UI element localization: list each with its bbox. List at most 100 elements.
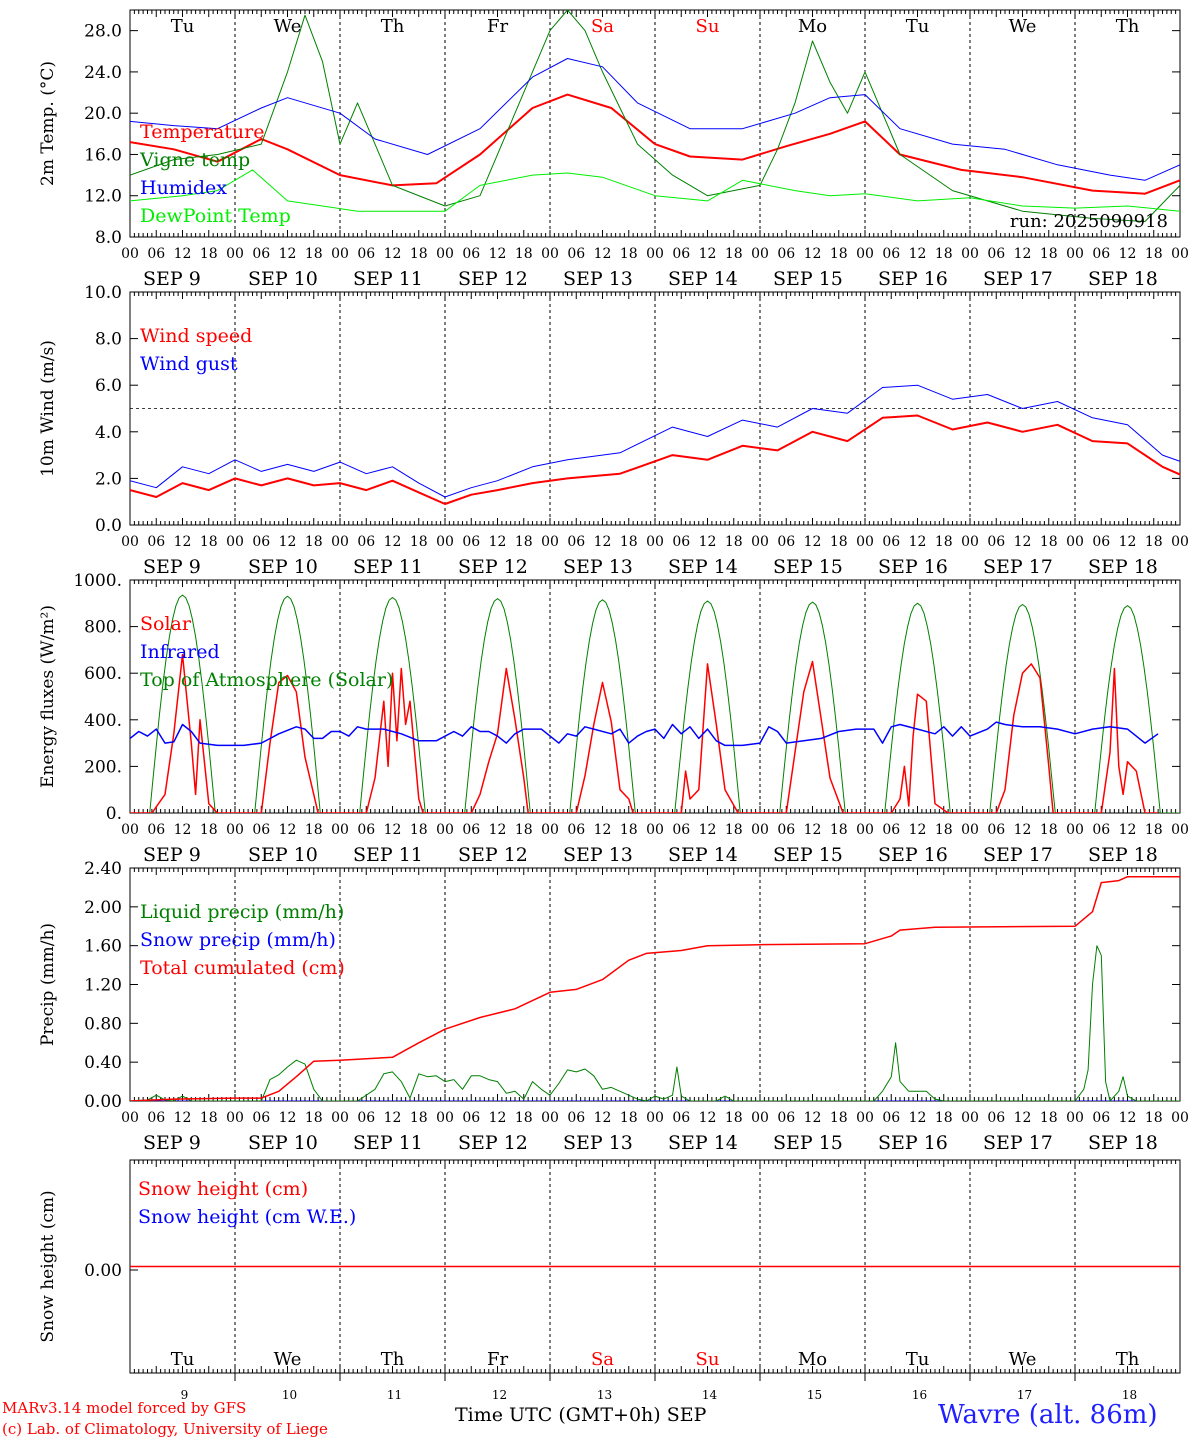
hour-label: 06: [777, 822, 795, 838]
hour-label: 18: [305, 1110, 323, 1126]
weekday-label: Th: [1116, 1349, 1140, 1370]
legend-entry: Wind gust: [140, 353, 238, 375]
hour-label: 06: [882, 246, 900, 262]
series-line-wind-speed: [130, 414, 1180, 505]
day-number-label: 10: [282, 1388, 297, 1402]
hour-label: 00: [646, 534, 664, 550]
date-label: SEP 12: [458, 556, 528, 578]
date-label: SEP 13: [563, 268, 633, 290]
day-number-label: 13: [597, 1388, 612, 1402]
hour-label: 00: [856, 822, 874, 838]
y-tick-label: 800.: [84, 618, 122, 638]
hour-label: 12: [804, 534, 822, 550]
y-axis-label: Precip (mm/h): [38, 923, 58, 1046]
date-label: SEP 18: [1088, 556, 1158, 578]
hour-label: 00: [646, 246, 664, 262]
y-tick-label: 12.0: [84, 187, 122, 207]
hour-label: 00: [541, 822, 559, 838]
weekday-label: Th: [381, 16, 405, 37]
hour-label: 06: [147, 534, 165, 550]
y-tick-label: 1.60: [84, 937, 122, 957]
hour-label: 18: [620, 534, 638, 550]
legend-entry: Wind speed: [140, 325, 252, 347]
y-tick-label: 6.0: [95, 376, 122, 396]
date-label: SEP 15: [773, 1132, 843, 1154]
hour-label: 12: [909, 246, 927, 262]
day-number-label: 17: [1017, 1388, 1032, 1402]
hour-label: 00: [226, 246, 244, 262]
y-tick-label: 600.: [84, 664, 122, 684]
date-label: SEP 16: [878, 844, 948, 866]
hour-label: 12: [909, 1110, 927, 1126]
legend-entry: Snow precip (mm/h): [140, 929, 336, 951]
hour-label: 00: [436, 534, 454, 550]
hour-label: 12: [594, 534, 612, 550]
date-label: SEP 13: [563, 556, 633, 578]
hour-label: 00: [751, 246, 769, 262]
series-line-dewpoint-temp: [130, 169, 1180, 212]
hour-label: 18: [305, 534, 323, 550]
hour-label: 18: [1145, 534, 1163, 550]
hour-label: 12: [489, 822, 507, 838]
hour-label: 12: [594, 822, 612, 838]
date-label: SEP 11: [353, 268, 423, 290]
hour-label: 12: [279, 246, 297, 262]
hour-label: 06: [777, 1110, 795, 1126]
day-number-label: 16: [912, 1388, 927, 1402]
date-label: SEP 11: [353, 844, 423, 866]
station-name: Wavre (alt. 86m): [938, 1400, 1158, 1430]
hour-label: 12: [804, 822, 822, 838]
hour-label: 06: [882, 1110, 900, 1126]
hour-label: 00: [961, 822, 979, 838]
y-tick-label: 0.40: [84, 1053, 122, 1073]
hour-label: 18: [1040, 1110, 1058, 1126]
hour-label: 12: [804, 1110, 822, 1126]
hour-label: 12: [1014, 246, 1032, 262]
hour-label: 06: [147, 822, 165, 838]
hour-label: 18: [725, 246, 743, 262]
hour-label: 12: [1014, 534, 1032, 550]
hour-label: 12: [594, 1110, 612, 1126]
hour-label: 18: [1040, 822, 1058, 838]
hour-label: 06: [567, 246, 585, 262]
hour-label: 06: [672, 822, 690, 838]
x-axis-title: Time UTC (GMT+0h) SEP: [455, 1404, 707, 1426]
hour-label: 00: [856, 1110, 874, 1126]
y-tick-label: 0.00: [84, 1261, 122, 1281]
date-label: SEP 17: [983, 556, 1053, 578]
date-label: SEP 15: [773, 844, 843, 866]
hour-label: 18: [830, 1110, 848, 1126]
hour-label: 06: [567, 534, 585, 550]
y-tick-label: 2.0: [95, 469, 122, 489]
hour-label: 00: [121, 534, 139, 550]
hour-label: 18: [305, 246, 323, 262]
date-label: SEP 18: [1088, 844, 1158, 866]
weekday-label: Sa: [591, 1349, 614, 1370]
date-label: SEP 9: [143, 268, 201, 290]
hour-label: 12: [699, 246, 717, 262]
y-tick-label: 0.: [106, 804, 122, 824]
hour-label: 18: [1145, 246, 1163, 262]
series-line-wind-gust: [130, 384, 1180, 498]
series-line-humidex: [130, 58, 1180, 181]
date-label: SEP 16: [878, 268, 948, 290]
hour-label: 00: [121, 1110, 139, 1126]
weekday-label: Tu: [171, 16, 195, 37]
y-axis-label: 10m Wind (m/s): [38, 340, 58, 477]
hour-label: 00: [1171, 246, 1189, 262]
hour-label: 00: [1066, 246, 1084, 262]
hour-label: 18: [410, 246, 428, 262]
hour-label: 18: [410, 1110, 428, 1126]
weekday-label: Fr: [487, 16, 508, 37]
hour-label: 00: [226, 534, 244, 550]
hour-label: 00: [1066, 534, 1084, 550]
hour-label: 12: [489, 1110, 507, 1126]
date-label: SEP 14: [668, 556, 738, 578]
hour-label: 18: [1145, 1110, 1163, 1126]
weekday-label: Tu: [906, 16, 930, 37]
legend-entry: Snow height (cm W.E.): [138, 1206, 356, 1228]
hour-label: 18: [200, 246, 218, 262]
panel-3: 0. 200. 400. 600. 800. 1000. Energy fluxes (W/…: [38, 571, 1189, 866]
hour-label: 12: [699, 822, 717, 838]
